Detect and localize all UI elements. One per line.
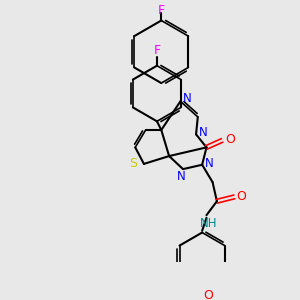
Text: O: O <box>236 190 246 202</box>
Text: F: F <box>158 4 165 16</box>
Text: NH: NH <box>200 217 217 230</box>
Text: N: N <box>199 126 207 139</box>
Text: N: N <box>177 169 186 183</box>
Text: F: F <box>153 44 161 57</box>
Text: O: O <box>203 290 213 300</box>
Text: N: N <box>183 92 192 105</box>
Text: O: O <box>225 133 235 146</box>
Text: N: N <box>205 157 214 169</box>
Text: S: S <box>130 158 137 170</box>
